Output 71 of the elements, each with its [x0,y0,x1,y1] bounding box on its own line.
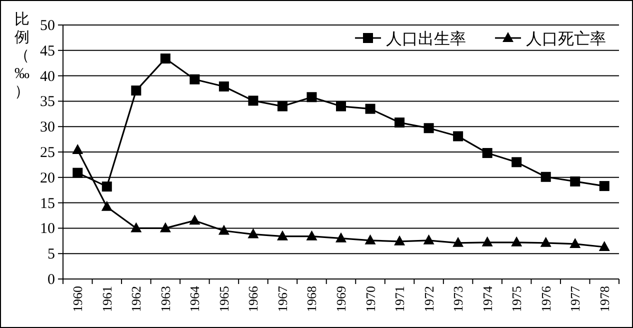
x-tick-label: 1974 [480,286,495,312]
y-tick-label: 35 [40,94,55,110]
point [394,118,405,128]
point [336,101,346,112]
x-tick-label: 1971 [392,286,408,312]
y-tick-label: 25 [40,145,55,161]
point [364,234,376,244]
point [453,131,464,142]
x-tick-label: 1968 [304,286,320,312]
x-tick-label: 1970 [362,286,378,312]
point [102,182,112,192]
point [452,236,464,247]
point [218,81,229,92]
point [131,86,142,96]
point [276,230,288,240]
point [72,144,84,154]
y-tick-label: 40 [40,68,55,85]
x-tick-label: 1976 [538,286,554,312]
point [394,235,406,246]
point [424,123,434,134]
point [570,238,581,248]
y-tick-label: 30 [40,120,55,136]
y-tick-label: 50 [40,18,55,34]
point [248,96,258,106]
point [599,181,610,192]
x-tick-label: 1964 [187,286,202,312]
point [511,236,522,246]
x-tick-label: 1969 [334,286,348,312]
y-tick-label: 45 [40,43,55,60]
point [540,172,551,182]
point [130,222,142,232]
point [248,228,259,238]
x-tick-label: 1966 [246,286,261,312]
point [512,157,522,168]
point [540,236,552,247]
x-tick-label: 1962 [128,286,144,312]
legend-label: 人口出生率 [386,30,466,48]
x-tick-label: 1960 [70,286,86,312]
point [190,74,200,84]
y-tick-label: 10 [40,221,55,238]
point [482,236,493,246]
y-tick-label: 5 [48,246,55,263]
point [336,232,346,242]
point [306,92,317,102]
x-tick-label: 1961 [99,286,114,312]
x-tick-label: 1967 [274,286,290,312]
point [160,54,170,64]
y-tick-label: 0 [48,272,55,288]
x-tick-label: 1965 [216,286,232,312]
y-tick-label: 20 [40,170,55,186]
x-tick-label: 1978 [596,286,612,312]
point [306,230,318,240]
point [570,176,580,186]
legend-label: 人口死亡率 [526,30,606,48]
point [160,222,171,232]
x-tick-label: 1977 [568,286,583,312]
x-tick-label: 1973 [450,286,466,312]
point [72,168,83,178]
point [423,234,434,244]
y-tick-label: 15 [40,196,55,212]
point [365,104,376,114]
y-axis-title: 比例（‰） [14,11,30,100]
point [482,148,492,158]
point [101,200,112,211]
point [598,240,610,251]
x-tick-label: 1975 [509,286,524,312]
point [277,101,288,112]
point [189,214,200,225]
point [218,224,230,235]
x-tick-label: 1963 [158,286,173,312]
x-tick-label: 1972 [421,286,436,312]
